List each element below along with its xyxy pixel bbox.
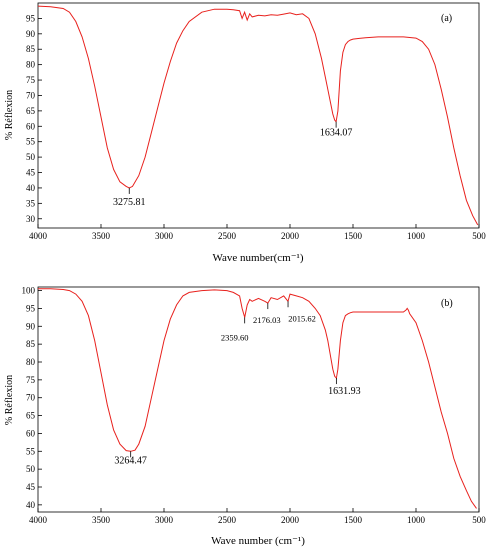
x-tick-label: 2500 <box>218 231 237 241</box>
x-tick-label: 2000 <box>281 231 300 241</box>
y-tick-label: 65 <box>26 106 36 116</box>
x-tick-label: 3000 <box>155 231 174 241</box>
y-tick-label: 30 <box>26 214 36 224</box>
x-tick-label: 4000 <box>29 231 48 241</box>
y-tick-label: 45 <box>26 482 36 492</box>
y-tick-label: 40 <box>26 183 36 193</box>
x-tick-label: 2500 <box>218 515 237 525</box>
x-tick-label: 500 <box>472 231 486 241</box>
y-tick-label: 35 <box>26 198 36 208</box>
y-tick-label: 95 <box>26 303 36 313</box>
y-tick-label: 85 <box>26 44 36 54</box>
x-axis-label-b: Wave number (cm⁻¹) <box>211 535 305 547</box>
y-tick-label: 80 <box>26 60 36 70</box>
spectrum-line-a <box>37 5 479 226</box>
peak-label: 2359.60 <box>221 332 249 342</box>
y-tick-label: 80 <box>26 357 36 367</box>
y-tick-label: 55 <box>26 446 36 456</box>
x-tick-label: 1500 <box>344 515 363 525</box>
x-tick-label: 500 <box>472 515 486 525</box>
y-tick-label: 65 <box>26 411 36 421</box>
y-tick-label: 55 <box>26 137 36 147</box>
peak-label: 3275.81 <box>113 197 146 208</box>
y-tick-label: 60 <box>26 121 36 131</box>
y-tick-label: 95 <box>26 13 36 23</box>
peak-label: 2176.03 <box>253 315 281 325</box>
tick-layer-b: 4000 3500 3000 2500 2000 1500 1000 500 40 45 50 55 6… <box>22 286 487 525</box>
x-axis-label-a: Wave number(cm⁻¹) <box>213 252 304 264</box>
y-tick-label: 90 <box>26 321 36 331</box>
peak-label: 1634.07 <box>320 128 353 139</box>
chart-panel-a: 4000 3500 3000 2500 2000 1500 1000 500 30 35 40 45 5… <box>4 2 486 264</box>
annotation-layer-b: 3264.47 2359.60 2176.03 2015.62 1631.93 <box>114 301 361 466</box>
x-tick-label: 3500 <box>92 515 111 525</box>
y-tick-label: 70 <box>26 393 36 403</box>
y-tick-label: 70 <box>26 90 36 100</box>
y-tick-label: 60 <box>26 428 36 438</box>
x-tick-label: 2000 <box>281 515 300 525</box>
x-tick-label: 3500 <box>92 231 111 241</box>
y-axis-label-a: % Réflexion <box>4 90 15 140</box>
y-tick-label: 40 <box>26 500 36 510</box>
y-axis-label-b: % Réflexion <box>4 375 15 425</box>
peak-label: 3264.47 <box>114 455 147 466</box>
tick-layer-a: 4000 3500 3000 2500 2000 1500 1000 500 30 35 40 45 5… <box>26 13 486 241</box>
plot-frame-a <box>37 2 480 229</box>
plot-frame-b <box>37 286 480 513</box>
x-tick-label: 1500 <box>344 231 363 241</box>
y-tick-label: 85 <box>26 339 36 349</box>
annotation-layer-a: 3275.81 1634.07 <box>113 121 353 208</box>
spectrum-line-b <box>38 288 477 509</box>
chart-panel-b: 4000 3500 3000 2500 2000 1500 1000 500 40 45 50 55 6… <box>4 286 486 547</box>
y-tick-label: 90 <box>26 29 36 39</box>
x-tick-label: 4000 <box>29 515 48 525</box>
y-tick-label: 50 <box>26 464 36 474</box>
peak-label: 2015.62 <box>288 313 316 323</box>
x-tick-label: 1000 <box>407 515 426 525</box>
y-tick-label: 75 <box>26 75 36 85</box>
x-tick-label: 1000 <box>407 231 426 241</box>
x-tick-label: 3000 <box>155 515 174 525</box>
panel-label-b: (b) <box>441 298 453 309</box>
y-tick-label: 75 <box>26 375 36 385</box>
panel-label-a: (a) <box>441 13 452 24</box>
y-tick-label: 100 <box>22 286 36 296</box>
y-tick-label: 50 <box>26 152 36 162</box>
y-tick-label: 45 <box>26 168 36 178</box>
peak-label: 1631.93 <box>328 386 361 397</box>
